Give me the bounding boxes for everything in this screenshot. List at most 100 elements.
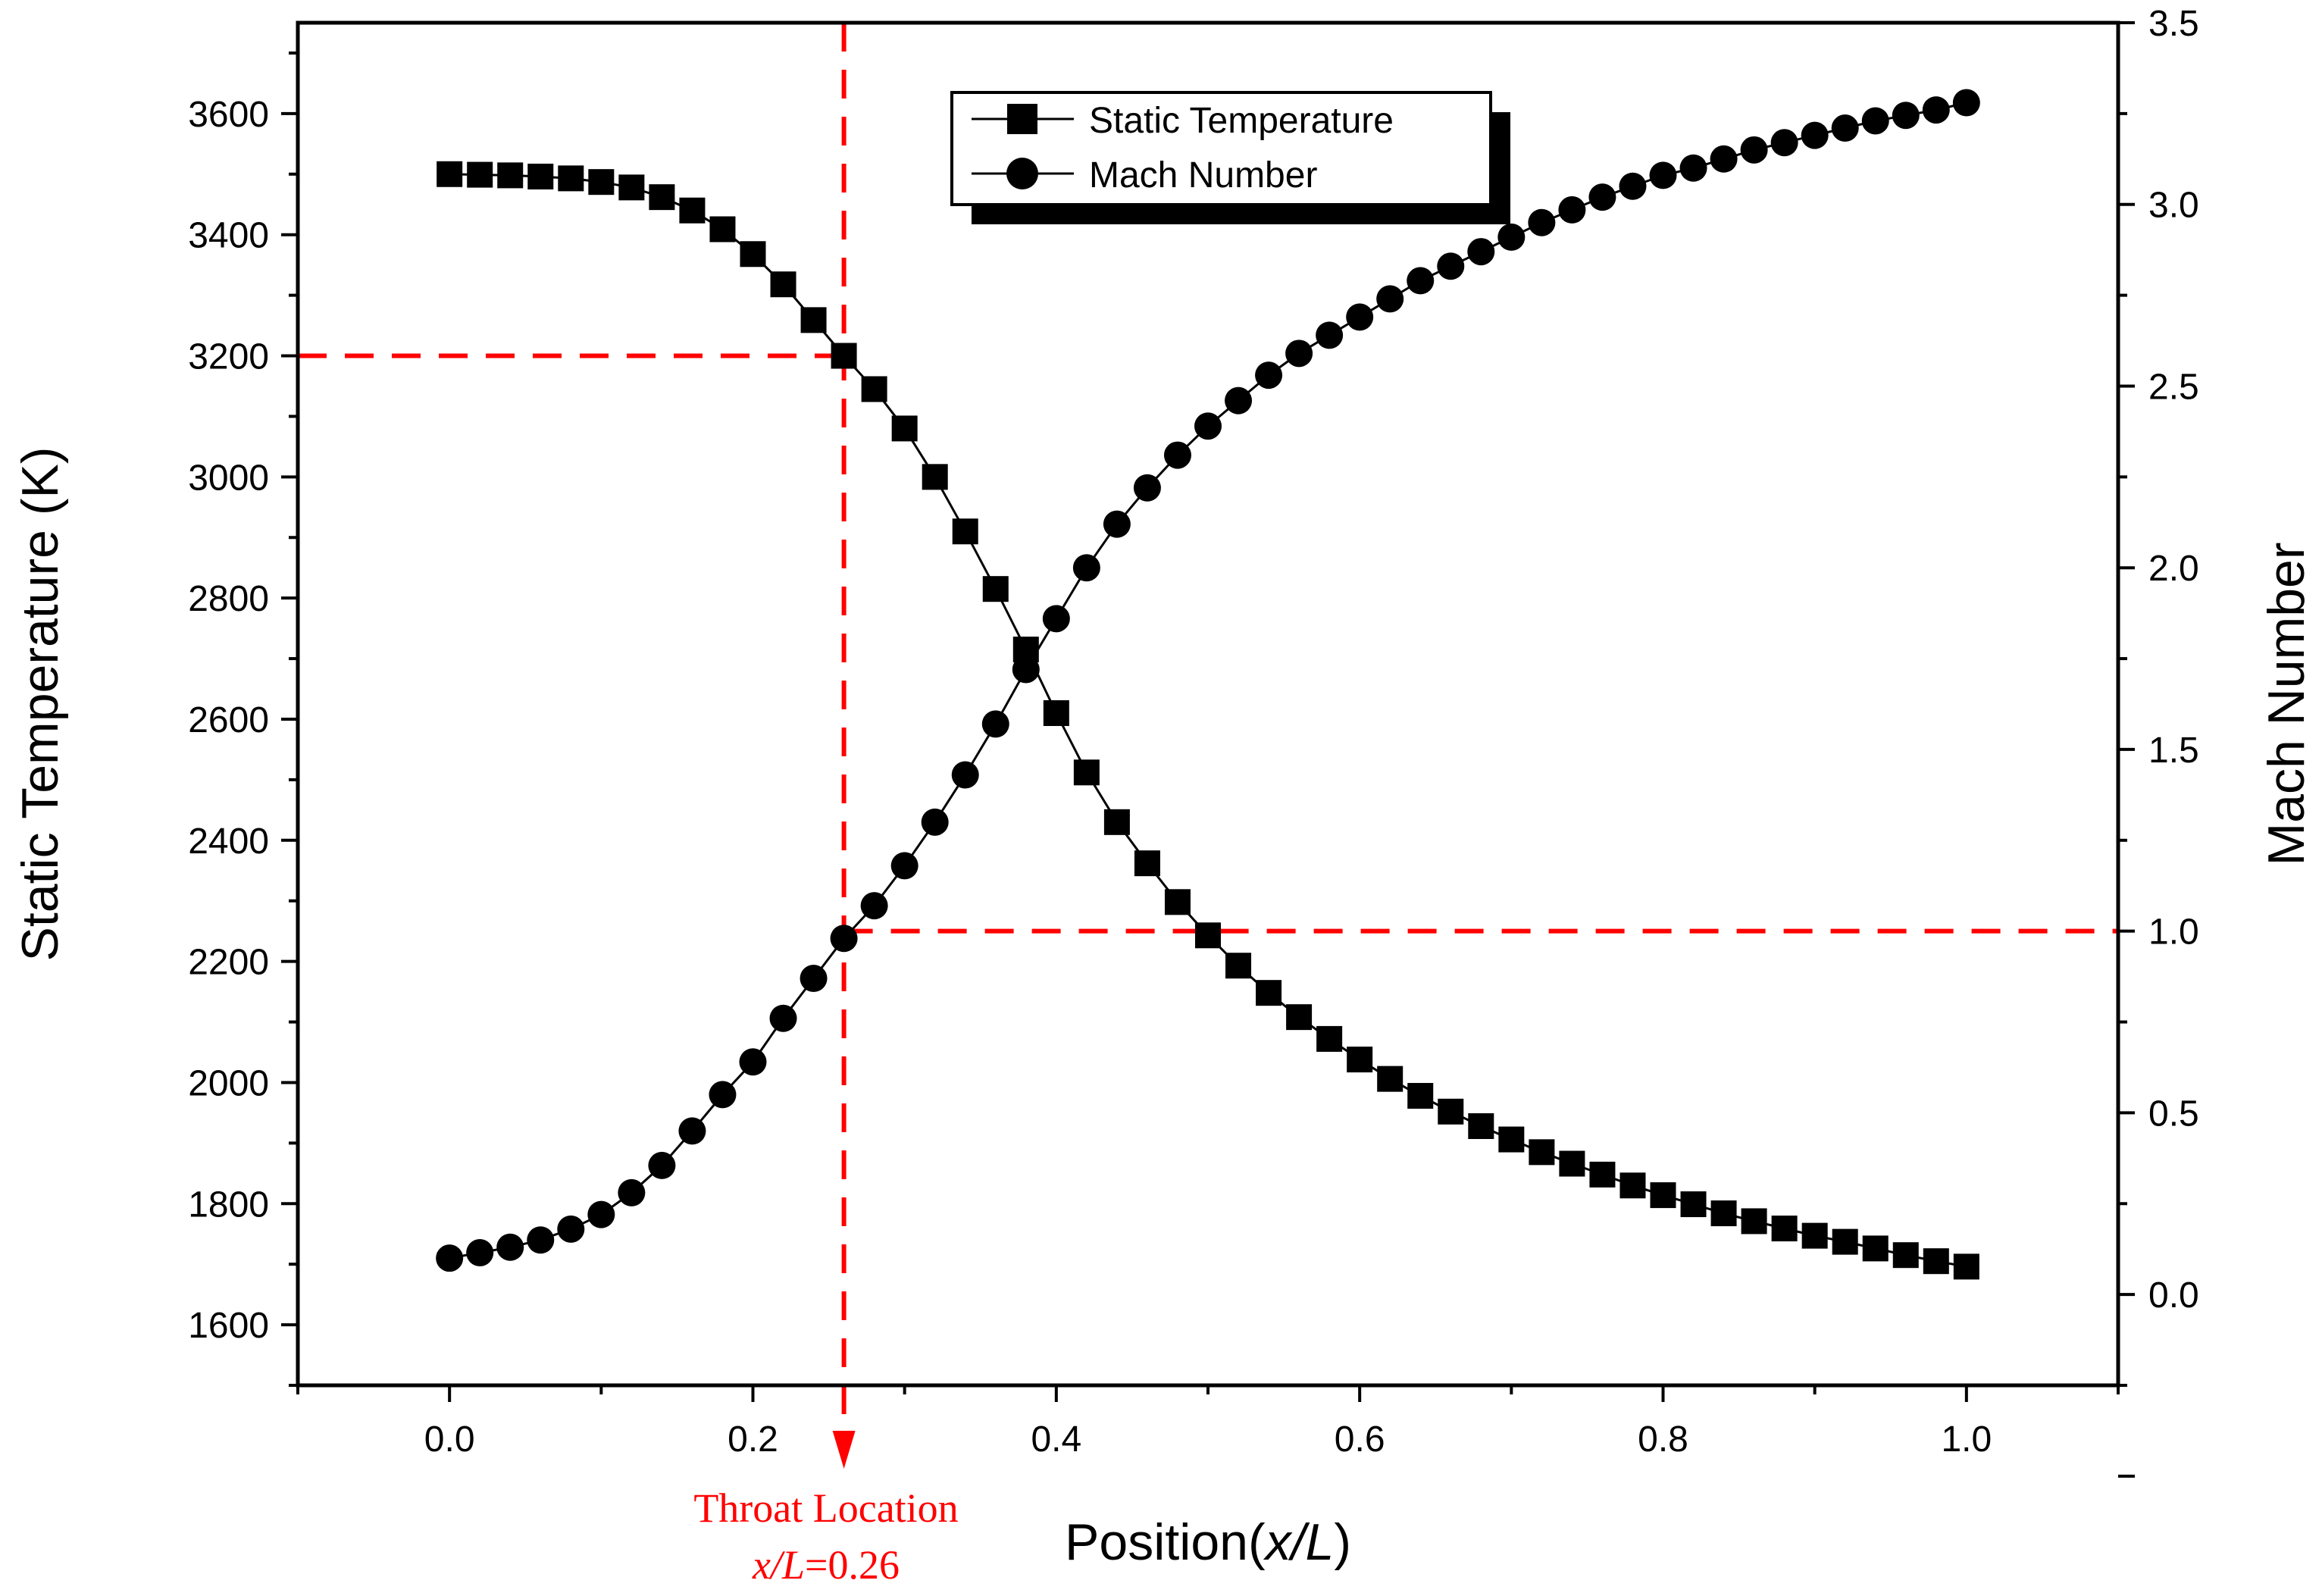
axes: 0.0 0.2 0.4 0.6 0.8 1.0 1600 1800 2000 2200 2400 26… [188, 4, 2199, 1478]
mach-data-point [1042, 605, 1070, 633]
temperature-data-point [1377, 1066, 1404, 1092]
mach-data-point [1407, 267, 1435, 295]
x-axis-tick-label: 1.0 [1941, 1419, 1992, 1460]
mach-data-point [1316, 321, 1344, 349]
temperature-data-point [740, 241, 766, 268]
mach-data-point [527, 1226, 555, 1254]
temperature-data-point [1225, 953, 1252, 979]
mach-data-point [951, 761, 979, 789]
temperature-data-point [1771, 1216, 1798, 1242]
x-axis-tick-label: 0.0 [424, 1419, 475, 1460]
left-y-axis-tick-label: 3400 [188, 216, 269, 256]
mach-data-point [1770, 129, 1798, 157]
temperature-data-point [1710, 1200, 1737, 1227]
temperature-data-point [1892, 1242, 1919, 1269]
temperature-data-point [1468, 1113, 1494, 1139]
mach-data-point [618, 1178, 646, 1206]
mach-data-point [678, 1117, 706, 1145]
reference-lines [298, 23, 2118, 1469]
mach-data-point [769, 1004, 797, 1032]
mach-data-point [1861, 107, 1889, 135]
temperature-data-point [1195, 922, 1221, 949]
temperature-data-point [922, 464, 948, 490]
series-markers [436, 89, 1980, 1280]
temperature-data-point [1438, 1098, 1464, 1125]
right-y-axis-tick-label: 1.5 [2148, 731, 2199, 771]
temperature-data-point [649, 184, 675, 211]
throat-arrowhead [832, 1431, 856, 1469]
temperature-data-point [1832, 1228, 1858, 1255]
left-y-axis-tick-label: 2200 [188, 943, 269, 983]
mach-data-point [981, 710, 1009, 738]
right-y-axis-tick-label: 3.5 [2148, 4, 2199, 44]
temperature-data-point [527, 163, 554, 189]
temperature-data-point [1923, 1248, 1949, 1275]
temperature-data-point [1316, 1025, 1343, 1052]
temperature-data-point [588, 169, 615, 196]
temperature-data-point [1134, 850, 1160, 877]
temperature-data-point [982, 576, 1009, 602]
mach-data-point [1558, 196, 1586, 224]
temperature-data-point [558, 165, 584, 192]
temperature-data-point [1103, 809, 1130, 835]
temperature-data-point [709, 216, 736, 243]
mach-data-point [1467, 238, 1495, 266]
mach-data-point [830, 925, 858, 953]
mach-data-point [1163, 441, 1191, 469]
legend-square-marker [1007, 104, 1037, 134]
mach-data-point [709, 1081, 737, 1109]
temperature-data-point [1559, 1150, 1585, 1177]
left-y-axis-title: Static Temperature (K) [11, 446, 69, 961]
right-y-axis-tick-label: 0.5 [2148, 1094, 2199, 1134]
left-y-axis-tick-label: 3200 [188, 337, 269, 377]
mach-data-point [1831, 114, 1859, 142]
mach-data-point [1892, 102, 1920, 130]
temperature-data-point [952, 518, 978, 545]
temperature-data-point [1741, 1208, 1767, 1235]
mach-data-point [466, 1238, 494, 1266]
mach-data-point [890, 852, 918, 880]
temperature-data-point [1953, 1253, 1979, 1280]
legend-label-mach: Mach Number [1089, 155, 1317, 196]
mach-data-point [1133, 474, 1161, 502]
mach-data-point [1679, 154, 1707, 182]
temperature-data-point [891, 415, 918, 442]
mach-data-point [557, 1215, 585, 1243]
mach-data-point [1497, 223, 1526, 251]
temperature-data-point [467, 161, 493, 188]
temperature-data-point [1680, 1191, 1707, 1218]
mach-data-point [1376, 285, 1404, 313]
right-y-axis-tick-label: 2.5 [2148, 367, 2199, 407]
x-axis-title-suffix: ) [1334, 1513, 1351, 1571]
temperature-data-point [831, 343, 857, 369]
temperature-data-point [679, 197, 706, 224]
mach-data-point [1346, 303, 1374, 331]
temperature-data-point [1164, 889, 1191, 915]
x-axis-tick-label: 0.2 [728, 1419, 778, 1460]
x-axis-title-variable: x/L [1263, 1513, 1335, 1571]
throat-annotation-number: =0.26 [805, 1542, 900, 1588]
left-y-axis-tick-label: 3000 [188, 458, 269, 498]
mach-data-point [1588, 183, 1616, 211]
mach-data-point [739, 1048, 767, 1076]
mach-data-point [1740, 136, 1768, 164]
mach-data-point [860, 892, 888, 920]
temperature-data-point [1589, 1161, 1616, 1188]
temperature-data-point [1801, 1222, 1828, 1249]
temperature-data-point [1256, 980, 1282, 1006]
mach-data-point [1710, 145, 1738, 173]
temperature-data-point [1619, 1172, 1646, 1199]
temperature-data-point [437, 161, 463, 187]
x-axis-title: Position(x/L) [1065, 1513, 1351, 1571]
left-y-axis-tick-label: 2000 [188, 1063, 269, 1103]
mach-data-point [1255, 361, 1283, 390]
legend-circle-marker [1006, 158, 1038, 189]
left-y-axis-tick-label: 1800 [188, 1184, 269, 1225]
left-y-axis-tick-label: 3600 [188, 95, 269, 135]
mach-data-point [1649, 161, 1677, 189]
temperature-data-point [1498, 1126, 1525, 1153]
mach-data-point [496, 1233, 524, 1261]
right-y-axis-tick-label: 3.0 [2148, 186, 2199, 226]
mach-data-point [1285, 340, 1313, 368]
